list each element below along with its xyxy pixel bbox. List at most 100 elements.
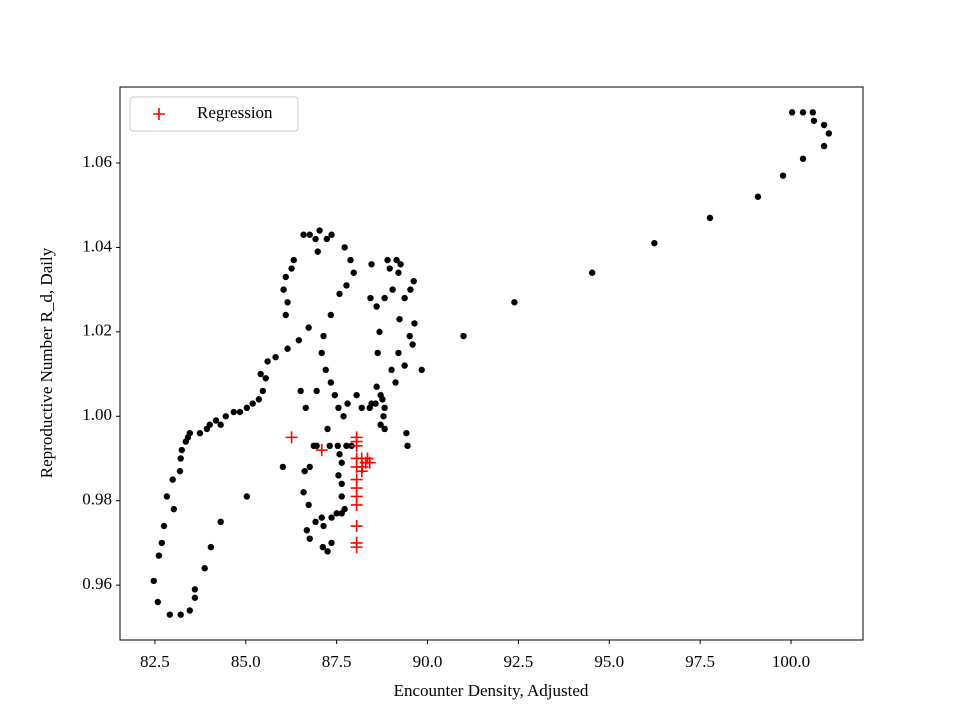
point (318, 514, 325, 521)
point (343, 442, 350, 450)
y-axis-label: Reproductive Number R_d, Daily (37, 247, 56, 478)
point (386, 265, 393, 272)
point (511, 299, 518, 306)
point (280, 286, 287, 293)
y-tick-label: 1.06 (82, 152, 112, 171)
x-tick-label: 97.5 (685, 652, 715, 671)
point (809, 109, 817, 116)
point (222, 413, 229, 420)
point (368, 261, 375, 268)
point (201, 565, 208, 572)
point (324, 425, 331, 433)
point (338, 459, 345, 466)
point (177, 611, 184, 618)
point (297, 387, 304, 395)
point (338, 480, 345, 488)
point (353, 391, 360, 399)
point (154, 598, 162, 606)
point (411, 320, 418, 327)
point (303, 527, 311, 534)
point (347, 256, 354, 264)
point (306, 231, 313, 238)
point (335, 404, 342, 412)
x-tick-label: 92.5 (504, 652, 534, 671)
point (170, 505, 177, 513)
point (333, 510, 340, 517)
point (262, 375, 269, 382)
point (338, 493, 345, 500)
point (820, 142, 828, 150)
legend-marker (153, 108, 165, 120)
point (207, 543, 215, 551)
point (290, 256, 297, 264)
point (350, 541, 363, 554)
point (377, 421, 384, 428)
point (305, 501, 312, 509)
point (217, 421, 224, 428)
point (158, 539, 166, 547)
point (243, 493, 251, 500)
point (799, 109, 807, 116)
point (327, 379, 335, 386)
point (324, 548, 331, 555)
point (376, 328, 383, 336)
point (282, 311, 289, 319)
point (328, 539, 335, 547)
point (301, 467, 308, 475)
point (706, 214, 714, 222)
point (754, 193, 762, 200)
point (191, 586, 199, 593)
point (160, 522, 168, 530)
point (295, 337, 303, 344)
point (186, 607, 193, 614)
point (191, 594, 199, 601)
point (306, 535, 313, 542)
point (388, 366, 395, 374)
point (310, 442, 317, 450)
point (257, 370, 264, 378)
point (318, 349, 325, 357)
point (338, 510, 345, 517)
point (389, 286, 396, 293)
point (799, 155, 807, 162)
point (285, 431, 298, 444)
point (314, 248, 321, 255)
point (363, 456, 376, 469)
point (779, 172, 787, 179)
point (344, 400, 351, 407)
point (178, 446, 185, 454)
y-tick-label: 1.00 (82, 405, 112, 424)
x-tick-label: 100.0 (772, 652, 810, 671)
point (259, 387, 267, 395)
point (368, 400, 375, 407)
point (315, 444, 328, 457)
point (305, 324, 312, 331)
point (392, 379, 399, 386)
x-axis-label: Encounter Density, Adjusted (394, 681, 589, 700)
point (373, 383, 380, 390)
point (384, 256, 391, 264)
y-tick-label: 0.96 (82, 574, 112, 593)
legend-label: Regression (197, 103, 273, 122)
point (396, 315, 403, 323)
point (323, 235, 331, 243)
point (350, 269, 357, 276)
point (243, 404, 251, 412)
point (255, 396, 263, 403)
point (169, 476, 176, 483)
point (300, 231, 307, 238)
point (327, 311, 335, 319)
point (380, 413, 387, 420)
point (230, 408, 237, 416)
point (350, 439, 363, 452)
point (373, 303, 380, 310)
point (334, 442, 341, 450)
point (312, 518, 319, 526)
point (350, 520, 363, 533)
x-tick-label: 87.5 (322, 652, 352, 671)
point (788, 109, 796, 116)
point (313, 387, 320, 395)
point (150, 577, 158, 585)
point (206, 421, 213, 428)
